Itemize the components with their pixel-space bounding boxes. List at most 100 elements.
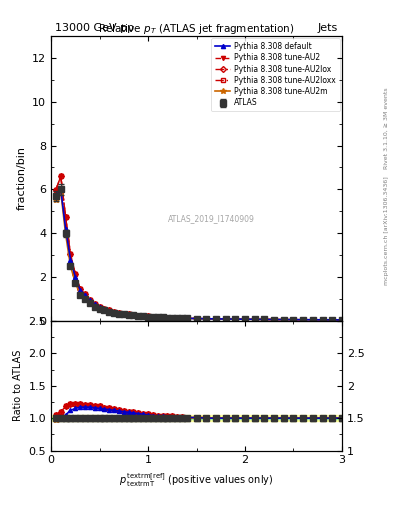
Pythia 8.308 tune-AU2loxx [330, 317, 334, 323]
Pythia 8.308 default [170, 315, 174, 321]
Pythia 8.308 default [107, 308, 112, 314]
Bar [51, 417, 342, 419]
Pythia 8.308 tune-AU2 [291, 316, 296, 323]
Pythia 8.308 tune-AU2m [165, 314, 170, 321]
Pythia 8.308 tune-AU2 [102, 306, 107, 312]
Pythia 8.308 tune-AU2lox [63, 215, 68, 221]
Pythia 8.308 tune-AU2m [213, 316, 218, 322]
Pythia 8.308 tune-AU2lox [180, 315, 184, 322]
Pythia 8.308 tune-AU2 [272, 316, 276, 323]
Pythia 8.308 default [141, 313, 145, 319]
Pythia 8.308 tune-AU2loxx [180, 315, 184, 322]
Pythia 8.308 tune-AU2lox [155, 314, 160, 320]
Pythia 8.308 tune-AU2loxx [233, 316, 238, 322]
Pythia 8.308 tune-AU2m [112, 310, 116, 316]
Pythia 8.308 tune-AU2 [131, 312, 136, 318]
Pythia 8.308 tune-AU2lox [252, 316, 257, 323]
Line: Pythia 8.308 tune-AU2lox: Pythia 8.308 tune-AU2lox [54, 174, 344, 322]
Pythia 8.308 default [59, 186, 63, 193]
Pythia 8.308 tune-AU2 [184, 315, 189, 322]
Pythia 8.308 tune-AU2m [88, 301, 92, 307]
Pythia 8.308 tune-AU2loxx [102, 306, 107, 312]
Pythia 8.308 tune-AU2 [252, 316, 257, 323]
Pythia 8.308 tune-AU2 [121, 311, 126, 317]
Pythia 8.308 tune-AU2loxx [112, 309, 116, 315]
Pythia 8.308 tune-AU2lox [281, 316, 286, 323]
Line: Pythia 8.308 default: Pythia 8.308 default [54, 187, 344, 322]
Pythia 8.308 tune-AU2m [223, 316, 228, 322]
Pythia 8.308 tune-AU2loxx [53, 186, 58, 193]
Pythia 8.308 default [175, 315, 180, 321]
Legend: Pythia 8.308 default, Pythia 8.308 tune-AU2, Pythia 8.308 tune-AU2lox, Pythia 8.: Pythia 8.308 default, Pythia 8.308 tune-… [211, 38, 340, 111]
Pythia 8.308 tune-AU2lox [73, 271, 78, 277]
Pythia 8.308 tune-AU2m [170, 315, 174, 321]
Pythia 8.308 tune-AU2loxx [320, 317, 325, 323]
Pythia 8.308 tune-AU2lox [204, 316, 209, 322]
Pythia 8.308 tune-AU2lox [301, 316, 305, 323]
Pythia 8.308 tune-AU2loxx [141, 313, 145, 319]
Line: Pythia 8.308 tune-AU2m: Pythia 8.308 tune-AU2m [53, 189, 345, 323]
Pythia 8.308 tune-AU2loxx [131, 312, 136, 318]
Pythia 8.308 tune-AU2loxx [92, 301, 97, 307]
Pythia 8.308 tune-AU2loxx [88, 297, 92, 303]
Pythia 8.308 default [68, 257, 73, 263]
Pythia 8.308 default [262, 316, 267, 323]
Pythia 8.308 tune-AU2lox [223, 316, 228, 322]
Pythia 8.308 tune-AU2loxx [242, 316, 247, 322]
Pythia 8.308 tune-AU2lox [160, 314, 165, 321]
Pythia 8.308 tune-AU2m [330, 317, 334, 323]
Pythia 8.308 tune-AU2m [117, 311, 121, 317]
X-axis label: $p_{\mathrm{\,textrm{T}}}^{\mathrm{\,textrm[ref]}}$ (positive values only): $p_{\mathrm{\,textrm{T}}}^{\mathrm{\,tex… [119, 471, 274, 489]
Pythia 8.308 tune-AU2lox [242, 316, 247, 322]
Pythia 8.308 tune-AU2m [107, 309, 112, 315]
Pythia 8.308 default [301, 316, 305, 323]
Pythia 8.308 default [194, 315, 199, 322]
Pythia 8.308 tune-AU2lox [233, 316, 238, 322]
Pythia 8.308 tune-AU2 [68, 251, 73, 257]
Pythia 8.308 tune-AU2lox [131, 312, 136, 318]
Pythia 8.308 tune-AU2loxx [165, 314, 170, 321]
Pythia 8.308 tune-AU2lox [175, 315, 180, 321]
Pythia 8.308 tune-AU2m [281, 316, 286, 323]
Text: Jets: Jets [318, 23, 338, 33]
Pythia 8.308 default [97, 304, 102, 310]
Pythia 8.308 default [223, 316, 228, 322]
Pythia 8.308 tune-AU2lox [102, 306, 107, 312]
Pythia 8.308 tune-AU2lox [121, 311, 126, 317]
Pythia 8.308 tune-AU2loxx [63, 215, 68, 221]
Pythia 8.308 tune-AU2lox [136, 312, 141, 318]
Pythia 8.308 tune-AU2loxx [121, 311, 126, 317]
Pythia 8.308 tune-AU2 [330, 317, 334, 323]
Pythia 8.308 tune-AU2loxx [291, 316, 296, 323]
Pythia 8.308 default [83, 292, 87, 298]
Pythia 8.308 tune-AU2 [194, 315, 199, 322]
Pythia 8.308 tune-AU2 [151, 314, 155, 320]
Pythia 8.308 tune-AU2loxx [73, 271, 78, 277]
Pythia 8.308 tune-AU2loxx [160, 314, 165, 321]
Pythia 8.308 tune-AU2m [184, 315, 189, 322]
Pythia 8.308 tune-AU2 [223, 316, 228, 322]
Pythia 8.308 tune-AU2 [112, 309, 116, 315]
Pythia 8.308 tune-AU2loxx [310, 317, 315, 323]
Pythia 8.308 tune-AU2loxx [204, 316, 209, 322]
Pythia 8.308 tune-AU2loxx [107, 307, 112, 313]
Pythia 8.308 tune-AU2m [151, 314, 155, 320]
Pythia 8.308 tune-AU2loxx [97, 304, 102, 310]
Pythia 8.308 tune-AU2m [78, 291, 83, 297]
Y-axis label: Ratio to ATLAS: Ratio to ATLAS [13, 350, 23, 421]
Pythia 8.308 tune-AU2 [53, 186, 58, 193]
Pythia 8.308 tune-AU2m [126, 312, 131, 318]
Pythia 8.308 tune-AU2lox [310, 317, 315, 323]
Bar [51, 415, 342, 421]
Y-axis label: fraction/bin: fraction/bin [17, 146, 27, 210]
Pythia 8.308 tune-AU2m [180, 315, 184, 322]
Pythia 8.308 tune-AU2lox [78, 286, 83, 292]
Pythia 8.308 tune-AU2m [252, 316, 257, 323]
Pythia 8.308 tune-AU2m [175, 315, 180, 321]
Pythia 8.308 tune-AU2 [146, 313, 151, 319]
Pythia 8.308 tune-AU2m [68, 263, 73, 269]
Pythia 8.308 tune-AU2loxx [78, 286, 83, 292]
Pythia 8.308 tune-AU2 [340, 317, 344, 323]
Pythia 8.308 tune-AU2loxx [136, 312, 141, 318]
Pythia 8.308 tune-AU2m [131, 312, 136, 318]
